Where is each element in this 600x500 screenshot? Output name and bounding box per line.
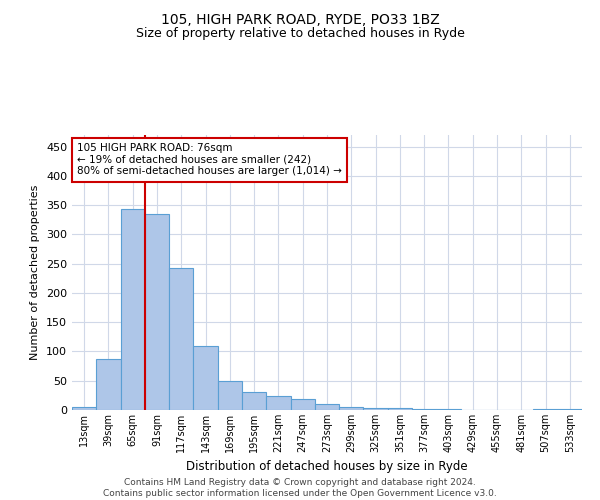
Y-axis label: Number of detached properties: Number of detached properties bbox=[31, 185, 40, 360]
Bar bbox=[145, 214, 169, 410]
Bar bbox=[121, 210, 145, 410]
Bar bbox=[193, 346, 218, 410]
Text: 105, HIGH PARK ROAD, RYDE, PO33 1BZ: 105, HIGH PARK ROAD, RYDE, PO33 1BZ bbox=[161, 12, 439, 26]
Bar bbox=[218, 382, 242, 410]
Text: 105 HIGH PARK ROAD: 76sqm
← 19% of detached houses are smaller (242)
80% of semi: 105 HIGH PARK ROAD: 76sqm ← 19% of detac… bbox=[77, 143, 342, 176]
Bar bbox=[72, 407, 96, 410]
X-axis label: Distribution of detached houses by size in Ryde: Distribution of detached houses by size … bbox=[186, 460, 468, 473]
Bar bbox=[290, 399, 315, 410]
Text: Size of property relative to detached houses in Ryde: Size of property relative to detached ho… bbox=[136, 28, 464, 40]
Bar bbox=[242, 392, 266, 410]
Bar bbox=[315, 404, 339, 410]
Bar bbox=[412, 409, 436, 410]
Text: Contains HM Land Registry data © Crown copyright and database right 2024.
Contai: Contains HM Land Registry data © Crown c… bbox=[103, 478, 497, 498]
Bar bbox=[266, 396, 290, 410]
Bar bbox=[364, 408, 388, 410]
Bar bbox=[388, 408, 412, 410]
Bar bbox=[339, 407, 364, 410]
Bar bbox=[169, 268, 193, 410]
Bar bbox=[96, 358, 121, 410]
